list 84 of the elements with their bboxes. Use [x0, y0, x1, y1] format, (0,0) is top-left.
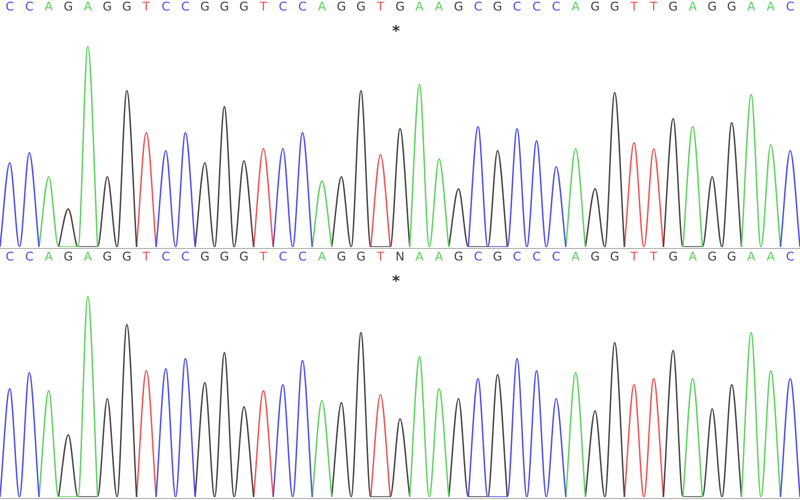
x-tick-label: C — [181, 249, 190, 264]
x-tick-label: G — [122, 0, 132, 14]
x-tick-label: T — [376, 249, 385, 264]
x-tick-label: G — [610, 0, 620, 14]
x-tick-label: G — [590, 0, 600, 14]
x-tick-label: A — [747, 249, 756, 264]
x-tick-label: C — [25, 249, 34, 264]
x-tick-label: T — [648, 0, 658, 14]
text: * — [392, 22, 400, 40]
x-tick-label: A — [415, 249, 424, 264]
x-tick-label: G — [336, 0, 346, 14]
x-tick-label: C — [298, 0, 307, 14]
x-tick-label: T — [142, 0, 151, 14]
x-tick-label: G — [492, 0, 502, 14]
x-tick-label: A — [766, 0, 776, 14]
x-tick-label: A — [84, 249, 93, 264]
x-tick-label: G — [336, 249, 346, 264]
x-tick-label: G — [239, 0, 249, 14]
x-tick-label: C — [25, 0, 34, 14]
x-tick-label: G — [200, 249, 210, 264]
x-tick-label: G — [102, 0, 112, 14]
x-tick-label: A — [318, 249, 327, 264]
x-tick-label: T — [142, 249, 151, 264]
x-tick-label: G — [64, 249, 73, 264]
x-tick-label: T — [629, 0, 638, 14]
x-tick-label: G — [590, 249, 600, 264]
x-tick-label: A — [84, 0, 93, 14]
x-tick-label: G — [492, 249, 502, 264]
x-tick-label: T — [648, 249, 658, 264]
x-tick-label: C — [298, 249, 307, 264]
x-tick-label: C — [512, 0, 522, 14]
x-tick-label: T — [629, 249, 638, 264]
x-tick-label: G — [454, 249, 464, 264]
x-tick-label: A — [766, 249, 776, 264]
x-tick-label: C — [6, 249, 14, 264]
x-tick-label: G — [395, 0, 405, 14]
x-tick-label: C — [474, 249, 482, 264]
x-tick-label: C — [162, 0, 170, 14]
x-tick-label: G — [454, 0, 464, 14]
x-tick-label: G — [239, 249, 249, 264]
x-tick-label: A — [688, 249, 698, 264]
x-tick-label: A — [688, 0, 698, 14]
x-tick-label: T — [258, 0, 268, 14]
x-tick-label: G — [668, 249, 678, 264]
x-tick-label: A — [434, 0, 444, 14]
x-tick-label: G — [220, 249, 230, 264]
x-tick-label: A — [747, 0, 756, 14]
x-tick-label: A — [44, 0, 54, 14]
text: * — [392, 272, 400, 290]
x-tick-label: C — [278, 249, 288, 264]
x-tick-label: A — [572, 0, 580, 14]
x-tick-label: A — [318, 0, 327, 14]
x-tick-label: G — [102, 249, 112, 264]
x-tick-label: G — [200, 0, 210, 14]
x-tick-label: G — [668, 0, 678, 14]
x-tick-label: G — [356, 249, 366, 264]
x-tick-label: C — [786, 249, 794, 264]
x-tick-label: C — [181, 0, 190, 14]
x-tick-label: C — [278, 0, 288, 14]
x-tick-label: G — [64, 0, 73, 14]
x-tick-label: C — [6, 0, 14, 14]
x-tick-label: C — [552, 0, 560, 14]
x-tick-label: C — [162, 249, 170, 264]
x-tick-label: G — [708, 249, 717, 264]
x-tick-label: G — [708, 0, 717, 14]
x-tick-label: C — [786, 0, 794, 14]
x-tick-label: G — [727, 249, 736, 264]
x-tick-label: G — [122, 249, 132, 264]
x-tick-label: G — [610, 249, 620, 264]
x-tick-label: A — [572, 249, 580, 264]
x-tick-label: C — [552, 249, 560, 264]
x-tick-label: C — [474, 0, 482, 14]
x-tick-label: T — [376, 0, 385, 14]
x-tick-label: A — [44, 249, 54, 264]
x-tick-label: G — [727, 0, 736, 14]
x-tick-label: G — [220, 0, 230, 14]
x-tick-label: C — [532, 249, 541, 264]
x-tick-label: C — [532, 0, 541, 14]
x-tick-label: G — [356, 0, 366, 14]
x-tick-label: A — [415, 0, 424, 14]
x-tick-label: A — [434, 249, 444, 264]
x-tick-label: T — [258, 249, 268, 264]
x-tick-label: C — [512, 249, 522, 264]
x-tick-label: N — [396, 249, 404, 264]
